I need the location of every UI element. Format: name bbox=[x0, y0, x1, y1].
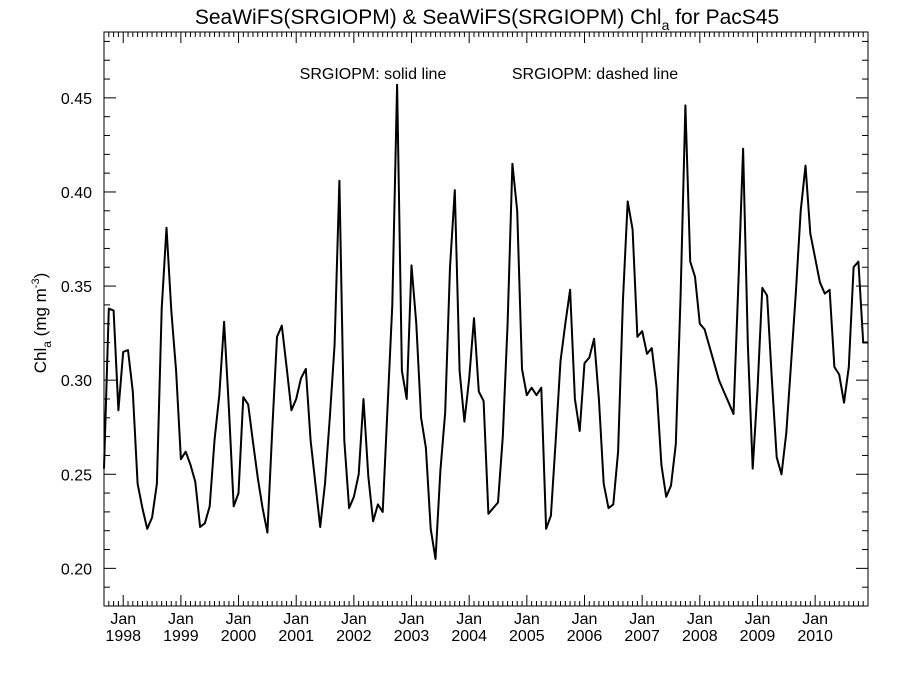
x-tick-label-month: Jan bbox=[687, 611, 713, 628]
x-tick-label-month: Jan bbox=[745, 611, 771, 628]
series-line-solid bbox=[103, 83, 868, 560]
x-tick-label-month: Jan bbox=[110, 611, 136, 628]
x-tick-label-month: Jan bbox=[629, 611, 655, 628]
y-tick-labels: 0.20 0.25 0.30 0.35 0.40 0.45 bbox=[61, 91, 92, 578]
x-tick-label-month: Jan bbox=[341, 611, 367, 628]
x-tick-labels: Jan1998Jan1999Jan2000Jan2001Jan2002Jan20… bbox=[105, 611, 833, 645]
x-tick-label-year: 2003 bbox=[394, 628, 430, 645]
x-tick-label-month: Jan bbox=[514, 611, 540, 628]
x-tick-label-month: Jan bbox=[456, 611, 482, 628]
y-tick-label: 0.35 bbox=[61, 279, 92, 296]
y-tick-label: 0.30 bbox=[61, 373, 92, 390]
x-tick-label-month: Jan bbox=[572, 611, 598, 628]
legend-dashed-line: SRGIOPM: dashed line bbox=[512, 66, 678, 83]
x-tick-label-year: 1998 bbox=[105, 628, 141, 645]
x-tick-label-year: 2010 bbox=[797, 628, 833, 645]
x-tick-label-year: 2006 bbox=[567, 628, 603, 645]
x-tick-label-year: 2009 bbox=[740, 628, 776, 645]
y-tick-label: 0.25 bbox=[61, 467, 92, 484]
y-tick-label: 0.40 bbox=[61, 185, 92, 202]
x-tick-label-month: Jan bbox=[802, 611, 828, 628]
axis-ticks bbox=[103, 32, 869, 607]
x-tick-label-month: Jan bbox=[226, 611, 252, 628]
x-tick-label-month: Jan bbox=[283, 611, 309, 628]
x-tick-label-year: 2002 bbox=[336, 628, 372, 645]
x-tick-label-month: Jan bbox=[168, 611, 194, 628]
x-tick-label-year: 2004 bbox=[451, 628, 487, 645]
x-tick-label-year: 2008 bbox=[682, 628, 718, 645]
x-tick-label-year: 2007 bbox=[624, 628, 660, 645]
x-tick-label-year: 1999 bbox=[163, 628, 199, 645]
legend-solid-line: SRGIOPM: solid line bbox=[300, 66, 447, 83]
y-tick-label: 0.20 bbox=[61, 561, 92, 578]
plot-frame bbox=[103, 31, 869, 607]
x-tick-label-year: 2005 bbox=[509, 628, 545, 645]
y-tick-label: 0.45 bbox=[61, 91, 92, 108]
svg-text:Chla (mg m-3): Chla (mg m-3) bbox=[30, 273, 54, 374]
chart-title: SeaWiFS(SRGIOPM) & SeaWiFS(SRGIOPM) Chla… bbox=[195, 6, 779, 33]
x-tick-label-year: 2000 bbox=[221, 628, 257, 645]
x-tick-label-year: 2001 bbox=[278, 628, 314, 645]
y-axis-title: Chla (mg m-3) bbox=[30, 273, 54, 374]
x-tick-label-month: Jan bbox=[399, 611, 425, 628]
